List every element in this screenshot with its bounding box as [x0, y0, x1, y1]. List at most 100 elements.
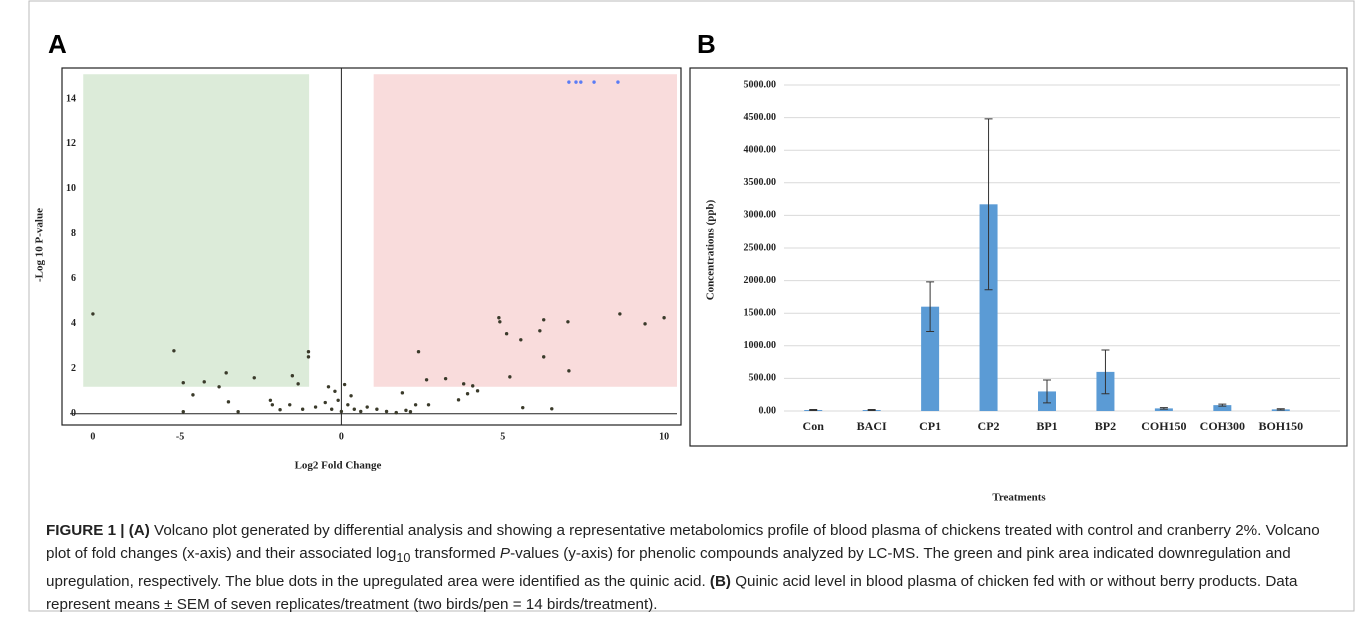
x-axis-title: Log2 Fold Change	[295, 460, 382, 472]
x-tick-label: 0	[339, 431, 344, 442]
point	[538, 329, 542, 333]
bar	[1213, 405, 1232, 411]
point	[252, 376, 256, 380]
caption: FIGURE 1 | (A) Volcano plot generated by…	[46, 519, 1342, 616]
point	[519, 338, 523, 342]
point	[475, 389, 480, 393]
point	[592, 80, 596, 84]
point	[618, 312, 622, 316]
point	[542, 318, 546, 322]
error-bar	[1218, 403, 1227, 407]
point	[508, 375, 512, 379]
y-tick-label: 2000.00	[744, 275, 777, 286]
x-tick-label: 5	[500, 431, 505, 442]
x-tick-label: COH300	[1200, 419, 1245, 433]
point	[191, 393, 195, 397]
error-bar	[984, 118, 993, 291]
y-tick-label: 0.00	[759, 405, 777, 416]
y-tick-label: 2	[71, 363, 76, 374]
point	[236, 410, 240, 414]
point	[226, 400, 231, 404]
point	[306, 355, 311, 359]
caption-text: P	[499, 545, 511, 562]
bar	[979, 204, 998, 411]
y-tick-label: 1500.00	[744, 307, 777, 318]
x-tick-label: -5	[176, 431, 184, 442]
bar	[1154, 408, 1173, 411]
y-tick-label: 8	[71, 228, 76, 239]
caption-text: Volcano plot generated by differential a…	[46, 522, 1320, 562]
y-tick-label: 10	[66, 183, 76, 194]
y-tick-label: 4500.00	[744, 112, 777, 123]
point	[443, 376, 448, 381]
caption-text: transformed	[410, 545, 500, 562]
error-bar	[1276, 408, 1285, 411]
x-axis-title: Treatments	[992, 492, 1046, 504]
region	[83, 74, 310, 387]
point	[404, 408, 408, 413]
point	[498, 320, 502, 324]
point	[330, 407, 334, 411]
point	[352, 407, 356, 411]
y-tick-label: 500.00	[749, 373, 777, 384]
point	[567, 80, 571, 84]
region	[373, 74, 677, 387]
point	[424, 378, 429, 382]
point	[268, 398, 273, 402]
point	[346, 403, 350, 407]
point	[497, 316, 501, 320]
error-bar	[809, 409, 818, 412]
y-tick-label: 1000.00	[744, 340, 777, 351]
point	[217, 385, 221, 389]
point	[278, 408, 282, 412]
point	[384, 409, 389, 414]
x-tick-label: CP2	[978, 419, 1000, 433]
y-tick-label: 3500.00	[744, 177, 777, 188]
point	[300, 407, 305, 411]
point	[400, 391, 405, 395]
x-tick-label: 0	[90, 431, 95, 442]
point	[413, 403, 418, 407]
x-tick-label: COH150	[1141, 419, 1186, 433]
y-tick-label: 0	[71, 408, 76, 419]
point	[408, 410, 413, 414]
point	[465, 392, 470, 396]
point	[323, 400, 327, 405]
point	[416, 350, 421, 354]
point	[471, 384, 475, 388]
y-axis-title: Concentrations (ppb)	[705, 199, 717, 300]
caption-text: -values (y-axis) for phenolic compounds …	[46, 545, 1291, 591]
point	[336, 398, 340, 402]
point	[313, 405, 318, 409]
error-bar	[1101, 349, 1110, 395]
point	[394, 410, 398, 415]
point	[333, 389, 337, 393]
point	[542, 355, 546, 359]
point	[290, 374, 295, 378]
x-tick-label: Con	[803, 419, 825, 433]
point	[181, 410, 185, 414]
point	[339, 409, 344, 414]
point	[426, 403, 431, 407]
x-tick-label: CP1	[919, 419, 941, 433]
point	[365, 405, 369, 409]
y-tick-label: 2500.00	[744, 242, 777, 253]
point	[172, 349, 176, 353]
point	[359, 409, 363, 414]
point	[306, 350, 311, 354]
point	[375, 407, 379, 411]
plot-frame	[61, 67, 682, 426]
point	[567, 369, 571, 373]
point	[461, 382, 466, 386]
point	[342, 382, 347, 387]
point	[521, 405, 525, 410]
point	[326, 385, 331, 389]
y-axis-title: -Log 10 P-value	[34, 208, 46, 282]
x-tick-label: 10	[659, 431, 669, 442]
panel-label: B	[697, 29, 716, 59]
error-bar	[1043, 379, 1051, 404]
point	[643, 322, 647, 326]
point	[662, 316, 666, 320]
